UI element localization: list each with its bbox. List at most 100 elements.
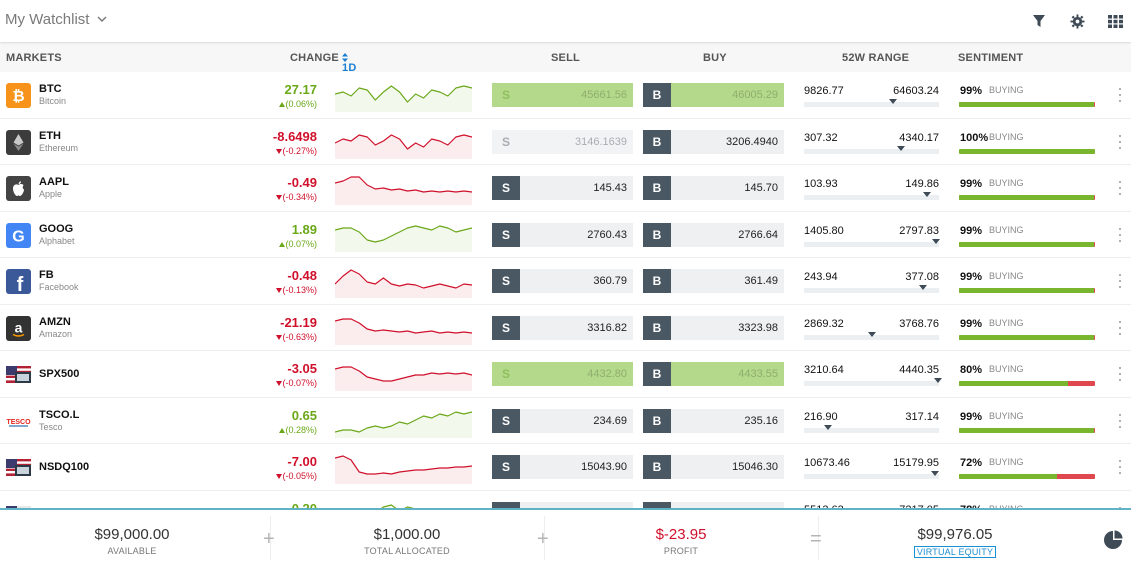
table-row[interactable]: TESCO TSCO.L Tesco 0.65 (0.28%) S 234.69 B 235.1… [0,398,1131,444]
equity-value: $99,976.05 [917,526,993,543]
sentiment-fill [959,334,1094,340]
range-bar [804,99,939,107]
table-row[interactable]: 0.20 S B 5513.63 7217.05 78% BUYING [0,491,1131,509]
sentiment-percent: 72% [960,457,983,469]
table-row[interactable]: ₿ BTC Bitcoin 27.17 (0.06%) S 45661.56 B 46005.2… [0,72,1131,119]
instrument-symbol[interactable]: AMZN [39,315,71,328]
range-low: 1405.80 [804,224,844,237]
instrument-symbol[interactable]: SPX500 [39,368,80,380]
sell-button-label: S [492,222,520,247]
sparkline-area [335,225,472,252]
sentiment-label: BUYING [989,271,1024,281]
apple-icon [6,176,31,201]
buy-button[interactable]: B 15046.30 [643,455,784,479]
buy-price: 46005.29 [732,89,778,101]
sparkline-chart [335,269,472,298]
more-options-icon[interactable] [1115,506,1125,508]
sentiment-fill [959,427,1094,433]
more-options-icon[interactable] [1115,134,1125,149]
buy-button[interactable]: B [643,501,784,508]
markets-column-header[interactable]: MARKETS [6,52,62,64]
table-row[interactable]: G GOOG Alphabet 1.89 (0.07%) S 2760.43 B 2766.64… [0,212,1131,258]
sell-price: 3146.1639 [575,135,627,148]
more-options-icon[interactable] [1115,413,1125,428]
sell-button[interactable]: S 2760.43 [492,222,633,247]
sparkline-chart [335,455,472,484]
instrument-symbol[interactable]: GOOG [39,222,74,235]
table-row[interactable]: AAPL Apple -0.49 (-0.34%) S 145.43 B 145.70 103.… [0,165,1131,212]
buy-button-label: B [643,315,671,340]
sentiment-label: BUYING [989,85,1024,95]
sentiment-column-header[interactable]: SENTIMENT [958,52,1024,64]
more-options-icon[interactable] [1115,88,1125,102]
sell-button[interactable]: S 3146.1639 [492,129,633,154]
buy-button[interactable]: B 145.70 [643,176,784,200]
buy-button-label: B [643,362,671,386]
sentiment-fill [959,195,1094,200]
sell-price: 3316.82 [587,321,627,334]
sell-column-header[interactable]: SELL [551,52,580,64]
sparkline-area [335,270,472,298]
buy-button[interactable]: B 3206.4940 [643,129,784,154]
more-options-icon[interactable] [1115,181,1125,195]
sell-button[interactable]: S 3316.82 [492,315,633,340]
sell-button-label: S [492,315,520,340]
more-options-icon[interactable] [1115,460,1125,474]
sentiment-label: BUYING [989,504,1024,509]
filter-icon[interactable] [1029,11,1049,31]
us-flag-icon [6,455,31,480]
change-value: -0.48 [287,268,317,283]
instrument-symbol[interactable]: FB [39,269,54,281]
table-row[interactable]: f FB Facebook -0.48 (-0.13%) S 360.79 B 361.49 24… [0,258,1131,305]
buy-button[interactable]: B 235.16 [643,408,784,433]
sell-button[interactable]: S [492,501,633,508]
buy-button[interactable]: B 3323.98 [643,315,784,340]
instrument-symbol[interactable]: NSDQ100 [39,461,90,473]
buy-button[interactable]: B 4433.55 [643,362,784,386]
change-percent-text: (-0.07%) [282,378,317,388]
range-column-header[interactable]: 52W RANGE [842,52,910,64]
change-percent: (-0.07%) [276,378,317,388]
sell-button[interactable]: S 360.79 [492,269,633,293]
buy-button[interactable]: B 46005.29 [643,83,784,107]
range-marker [930,471,939,476]
instrument-symbol[interactable]: ETH [39,129,61,142]
buy-button-label: B [643,501,671,508]
sell-button[interactable]: S 15043.90 [492,455,633,479]
buy-column-header[interactable]: BUY [703,52,727,64]
table-row[interactable]: NSDQ100 -7.00 (-0.05%) S 15043.90 B 15046.30 10… [0,444,1131,491]
sell-button[interactable]: S 45661.56 [492,83,633,107]
sell-button[interactable]: S 234.69 [492,408,633,433]
more-options-icon[interactable] [1115,320,1125,335]
sentiment-label: BUYING [989,224,1024,235]
change-percent: (-0.05%) [276,471,317,481]
sell-button[interactable]: S 4432.80 [492,362,633,386]
more-options-icon[interactable] [1115,274,1125,288]
table-row[interactable]: ETH Ethereum -8.6498 (-0.27%) S 3146.1639 B 320… [0,119,1131,165]
instrument-name: Ethereum [39,142,79,153]
virtual-equity-label[interactable]: VIRTUAL EQUITY [913,546,997,558]
period-selector[interactable]: 1D [342,52,356,74]
amazon-icon: a [6,315,31,341]
buy-button[interactable]: B 361.49 [643,269,784,293]
pie-chart-icon[interactable] [1103,530,1123,550]
more-options-icon[interactable] [1115,367,1125,381]
grid-icon[interactable] [1105,11,1125,31]
instrument-symbol[interactable]: AAPL [39,176,69,188]
change-percent-text: (0.28%) [285,424,317,435]
sell-button[interactable]: S 145.43 [492,176,633,200]
change-column-header[interactable]: CHANGE [290,52,339,64]
instrument-symbol[interactable]: TSCO.L [39,408,80,421]
range-high: 7217.05 [899,504,939,509]
google-icon: G [6,222,31,248]
buy-button[interactable]: B 2766.64 [643,222,784,247]
watchlist-selector[interactable]: My Watchlist [5,11,107,28]
table-row[interactable]: SPX500 -3.05 (-0.07%) S 4432.80 B 4433.55 3210.… [0,351,1131,398]
instrument-symbol[interactable]: BTC [39,83,62,95]
more-options-icon[interactable] [1115,227,1125,242]
gear-icon[interactable] [1067,11,1087,31]
range-low: 243.94 [804,271,838,283]
change-percent-text: (-0.27%) [282,145,317,156]
top-bar: My Watchlist [0,0,1131,42]
table-row[interactable]: a AMZN Amazon -21.19 (-0.63%) S 3316.82 B 3323.9… [0,305,1131,351]
